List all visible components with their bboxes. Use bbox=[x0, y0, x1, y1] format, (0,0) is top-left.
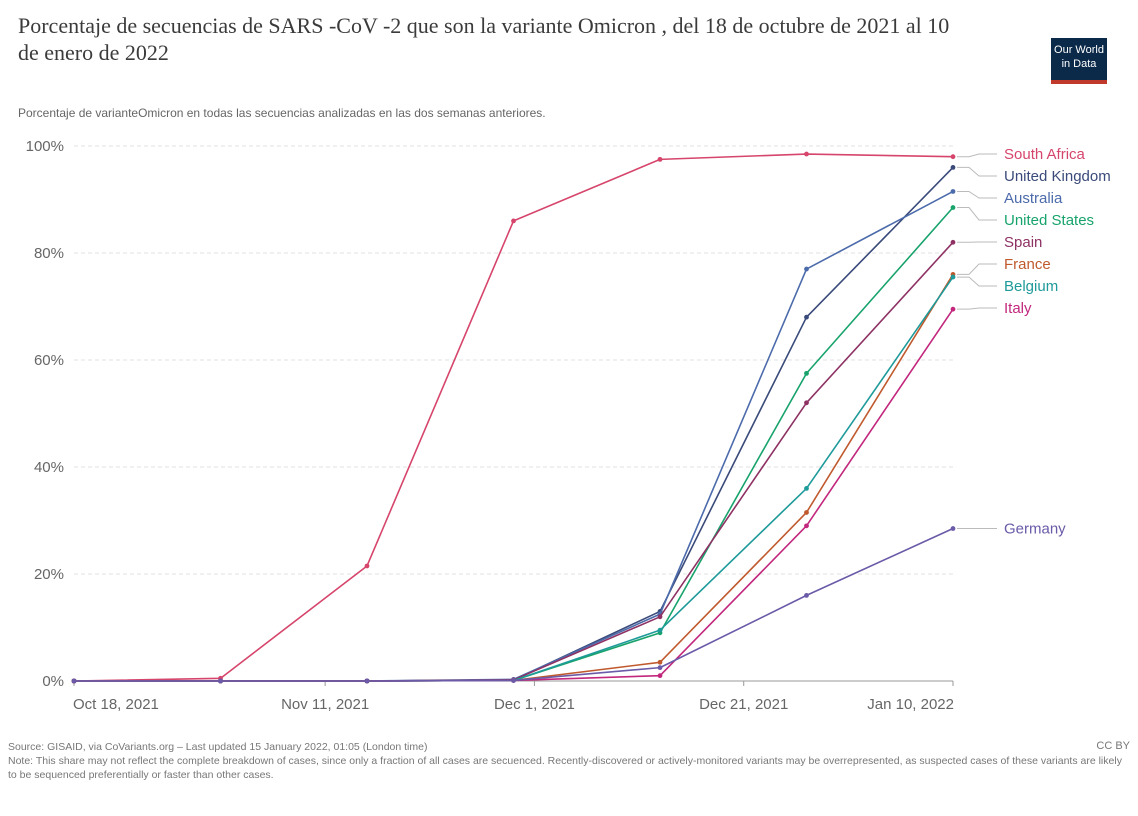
data-point bbox=[950, 306, 956, 312]
data-point bbox=[804, 523, 809, 529]
source-text: Source: GISAID, via CoVariants.org – Las… bbox=[8, 741, 428, 753]
data-point bbox=[950, 165, 956, 170]
logo-line-1: Our World bbox=[1054, 44, 1104, 56]
data-point bbox=[950, 526, 956, 531]
label-connector bbox=[957, 276, 997, 287]
series-line-germany[interactable] bbox=[74, 527, 954, 682]
data-point bbox=[804, 151, 809, 157]
label-connector bbox=[957, 190, 997, 199]
data-point bbox=[657, 156, 663, 162]
x-tick-label: Nov 11, 2021 bbox=[281, 696, 369, 713]
legend-labels: South Africa United Kingdom Australia Unite… bbox=[957, 146, 1111, 538]
series-line-south-africa[interactable] bbox=[73, 153, 954, 682]
logo-line-2: in Data bbox=[1061, 58, 1097, 70]
data-point bbox=[950, 205, 956, 210]
data-point bbox=[364, 678, 370, 684]
data-point bbox=[804, 370, 809, 376]
series-line-spain[interactable] bbox=[74, 241, 954, 682]
data-point bbox=[804, 486, 809, 491]
series-label[interactable]: United States bbox=[1004, 212, 1094, 229]
data-point bbox=[657, 665, 663, 671]
label-connector bbox=[957, 263, 997, 275]
data-point bbox=[804, 510, 809, 515]
data-point bbox=[511, 218, 516, 224]
data-point bbox=[804, 400, 809, 406]
x-tick-label: Oct 18, 2021 bbox=[73, 696, 159, 713]
series-label[interactable]: Australia bbox=[1004, 190, 1063, 207]
y-axis: 0% 20% 40% 60% 80% 100% bbox=[26, 138, 64, 690]
license-link[interactable]: CC BY bbox=[1096, 740, 1130, 752]
series-line-australia[interactable] bbox=[74, 190, 954, 682]
line-chart: 0% 20% 40% 60% 80% 100% Oct 18, 2021 Nov 11, 2… bbox=[26, 138, 1111, 713]
y-tick-label: 0% bbox=[42, 673, 64, 690]
series-line-united-states[interactable] bbox=[74, 206, 954, 682]
y-tick-label: 20% bbox=[34, 566, 64, 583]
series-line-united-kingdom[interactable] bbox=[74, 166, 954, 682]
chart-title: Porcentaje de secuencias de SARS -CoV -2… bbox=[18, 13, 950, 65]
series-line-belgium[interactable] bbox=[74, 276, 954, 682]
data-point bbox=[657, 673, 663, 679]
series-label[interactable]: South Africa bbox=[1004, 146, 1086, 163]
data-point bbox=[218, 678, 223, 684]
data-point bbox=[950, 154, 956, 160]
x-tick-label: Jan 10, 2022 bbox=[867, 696, 954, 713]
series-label[interactable]: Spain bbox=[1004, 234, 1042, 251]
data-point bbox=[950, 239, 956, 245]
data-point bbox=[657, 659, 663, 665]
series-label[interactable]: Italy bbox=[1004, 300, 1032, 317]
x-tick-label: Dec 1, 2021 bbox=[494, 696, 575, 713]
series-label[interactable]: France bbox=[1004, 256, 1051, 273]
x-axis: Oct 18, 2021 Nov 11, 2021 Dec 1, 2021 Dec 2… bbox=[73, 681, 954, 713]
data-point bbox=[804, 314, 809, 320]
data-point bbox=[364, 563, 370, 569]
data-point bbox=[804, 593, 809, 598]
y-tick-label: 40% bbox=[34, 459, 64, 476]
label-connector bbox=[957, 166, 997, 177]
owid-logo[interactable]: Our World in Data bbox=[1051, 38, 1107, 84]
chart-subtitle: Porcentaje de varianteOmicron en todas l… bbox=[18, 106, 546, 120]
data-point bbox=[950, 189, 956, 194]
data-point bbox=[657, 614, 663, 620]
data-point bbox=[71, 678, 77, 684]
series-label[interactable]: Germany bbox=[1004, 521, 1066, 538]
note-text: Note: This share may not reflect the com… bbox=[8, 755, 1122, 781]
series-label[interactable]: United Kingdom bbox=[1004, 168, 1111, 185]
label-connector bbox=[957, 307, 997, 310]
label-connector bbox=[957, 207, 997, 221]
series-line-italy[interactable] bbox=[74, 308, 954, 682]
data-point bbox=[950, 274, 956, 280]
data-point bbox=[804, 266, 809, 272]
label-connector bbox=[957, 153, 997, 158]
grid bbox=[74, 145, 953, 682]
y-tick-label: 60% bbox=[34, 352, 64, 369]
data-point bbox=[657, 627, 663, 633]
series-line-france[interactable] bbox=[74, 273, 954, 682]
series-label[interactable]: Belgium bbox=[1004, 278, 1058, 295]
y-tick-label: 80% bbox=[34, 245, 64, 262]
data-point bbox=[511, 678, 516, 683]
series-lines bbox=[71, 151, 956, 684]
y-tick-label: 100% bbox=[26, 138, 64, 155]
x-tick-label: Dec 21, 2021 bbox=[699, 696, 788, 713]
chart-footer: Source: GISAID, via CoVariants.org – Las… bbox=[8, 740, 1130, 782]
